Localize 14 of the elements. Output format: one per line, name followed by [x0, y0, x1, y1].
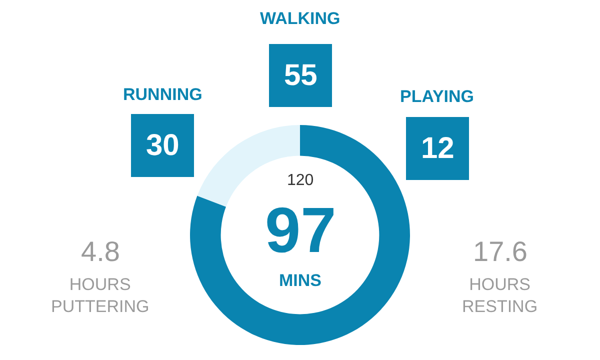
text: MINS [279, 271, 322, 290]
text: 12 [421, 132, 454, 165]
text: 30 [146, 129, 180, 162]
text: 55 [284, 59, 318, 92]
donut-slice [190, 125, 410, 345]
text: HOURS PUTTERING [51, 275, 150, 316]
text: HOURS RESTING [462, 275, 538, 316]
text: 120 [287, 172, 314, 189]
text: 97 [265, 194, 336, 266]
text: WALKING [260, 9, 340, 28]
text: RUNNING [123, 85, 202, 104]
text: 4.8 [81, 236, 120, 267]
text: 17.6 [473, 236, 528, 267]
text: PLAYING [400, 87, 474, 106]
